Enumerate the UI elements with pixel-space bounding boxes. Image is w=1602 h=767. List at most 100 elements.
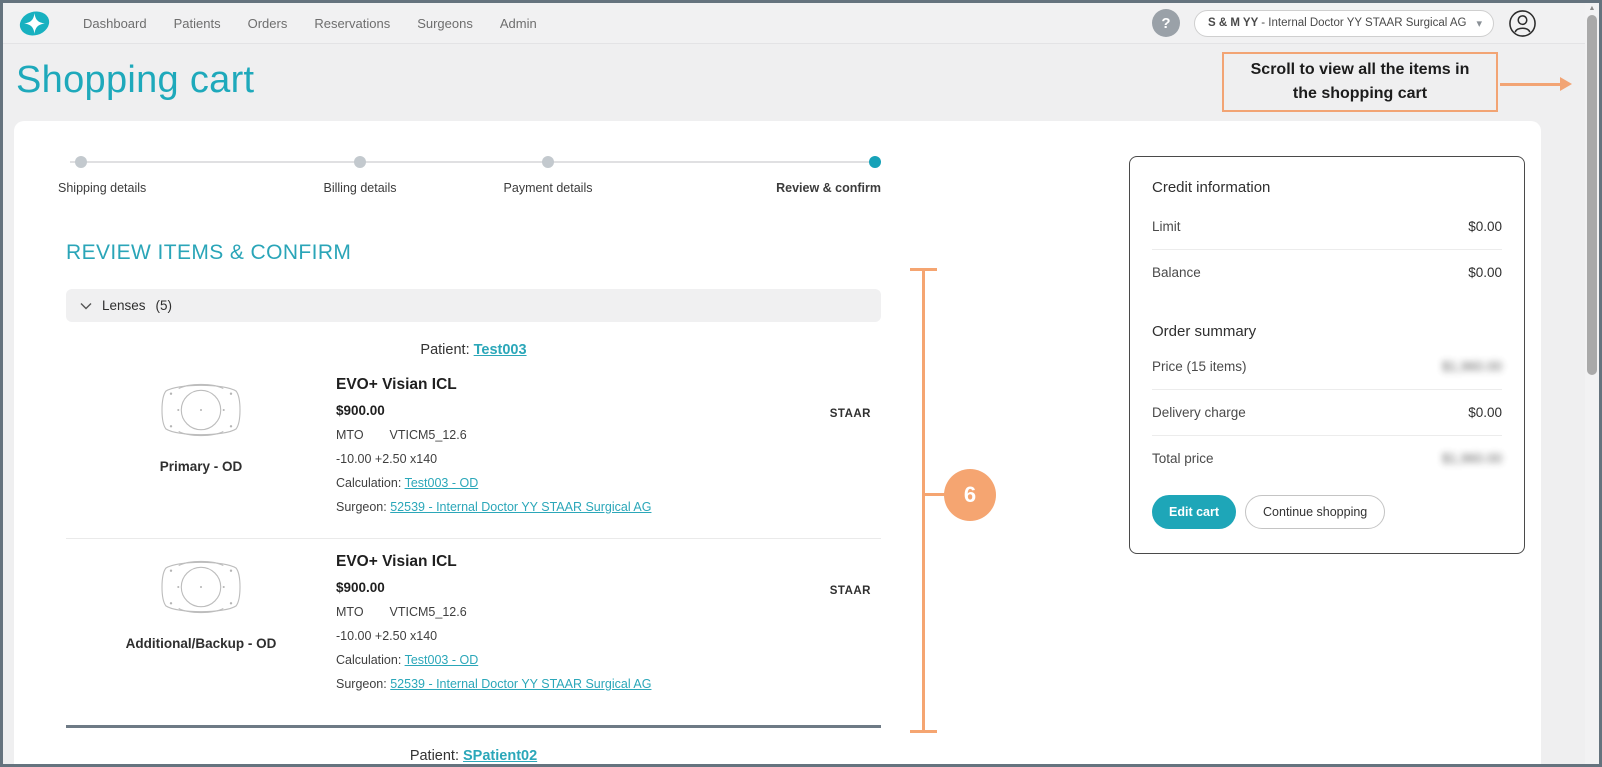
bracket-cap-bottom xyxy=(910,730,937,733)
credit-card-title: Credit information xyxy=(1152,179,1271,196)
lens-position-label: Additional/Backup - OD xyxy=(125,636,277,651)
surgeon-link[interactable]: 52539 - Internal Doctor YY STAAR Surgica… xyxy=(390,500,652,514)
patient-label: Patient: xyxy=(409,748,459,764)
main-content-panel: Shipping details Billing details Payment… xyxy=(14,121,1541,764)
summary-row-total: Total price $1,960.00 xyxy=(1152,436,1502,481)
edit-cart-button[interactable]: Edit cart xyxy=(1152,495,1237,529)
surgeon-line: Surgeon: 52539 - Internal Doctor YY STAA… xyxy=(336,500,811,514)
surgeon-link[interactable]: 52539 - Internal Doctor YY STAAR Surgica… xyxy=(390,677,652,691)
credit-row-balance: Balance $0.00 xyxy=(1152,250,1502,295)
help-icon[interactable]: ? xyxy=(1152,9,1180,37)
product-name: EVO+ Visian ICL xyxy=(336,376,457,393)
lens-position-label: Primary - OD xyxy=(159,459,243,474)
staar-logo-icon[interactable] xyxy=(18,10,51,37)
stepper-track xyxy=(70,161,873,163)
patient-label: Patient: xyxy=(420,342,470,358)
step-dot-billing xyxy=(354,156,366,168)
patient-link[interactable]: Test003 xyxy=(473,342,527,358)
nav-item-reservations[interactable]: Reservations xyxy=(314,15,391,31)
scrollbar-thumb[interactable] xyxy=(1587,15,1597,375)
user-profile-icon[interactable] xyxy=(1508,9,1537,38)
account-name: S & M YY xyxy=(1208,17,1259,29)
chevron-down-icon: ▾ xyxy=(1476,17,1482,30)
row-divider xyxy=(1152,389,1502,390)
step-dot-shipping xyxy=(75,156,87,168)
order-summary-title: Order summary xyxy=(1152,323,1257,340)
step-label-shipping: Shipping details xyxy=(58,181,147,195)
step-label-payment: Payment details xyxy=(503,181,593,195)
step-dot-review xyxy=(869,156,881,168)
surgeon-line: Surgeon: 52539 - Internal Doctor YY STAA… xyxy=(336,677,811,691)
calculation-label: Calculation: xyxy=(336,653,402,667)
lens-power: -10.00 +2.50 x140 xyxy=(336,452,438,466)
nav-item-admin[interactable]: Admin xyxy=(499,15,537,31)
nav-item-surgeons[interactable]: Surgeons xyxy=(417,15,473,31)
annotation-arrow-head-icon xyxy=(1560,77,1572,91)
nav-links: Dashboard Patients Orders Reservations S… xyxy=(83,16,537,31)
brand-label: STAAR xyxy=(829,585,871,597)
limit-value: $0.00 xyxy=(1468,219,1502,234)
calculation-link[interactable]: Test003 - OD xyxy=(404,476,479,490)
top-navbar: Dashboard Patients Orders Reservations S… xyxy=(3,3,1599,44)
scrollbar-up-arrow-icon[interactable]: ▲ xyxy=(1588,5,1596,12)
section-heading: REVIEW ITEMS & CONFIRM xyxy=(66,241,352,264)
calculation-line: Calculation: Test003 - OD xyxy=(336,476,811,490)
product-price: $900.00 xyxy=(336,403,385,418)
price-label: Price (15 items) xyxy=(1152,359,1247,374)
bracket-connector xyxy=(924,493,948,496)
checkout-stepper: Shipping details Billing details Payment… xyxy=(58,151,881,213)
patient-group-divider xyxy=(66,725,881,728)
lenses-count-badge: (5) xyxy=(155,298,173,313)
item-divider xyxy=(66,538,881,539)
row-divider xyxy=(1152,249,1502,250)
calculation-label: Calculation: xyxy=(336,476,402,490)
limit-label: Limit xyxy=(1152,219,1181,234)
step-dot-payment xyxy=(542,156,554,168)
delivery-value: $0.00 xyxy=(1468,405,1502,420)
balance-label: Balance xyxy=(1152,265,1201,280)
price-value-blurred: $1,960.00 xyxy=(1441,359,1502,374)
annotation-arrow-line xyxy=(1500,83,1562,86)
account-org: - Internal Doctor YY STAAR Surgical AG xyxy=(1261,17,1467,29)
delivery-label: Delivery charge xyxy=(1152,405,1246,420)
patient-header: Patient: SPatient02 xyxy=(66,748,881,764)
page-title: Shopping cart xyxy=(16,59,255,101)
cart-item: Additional/Backup - OD EVO+ Visian ICL $… xyxy=(66,543,881,711)
callout-number-badge: 6 xyxy=(944,469,996,521)
step-label-billing: Billing details xyxy=(323,181,397,195)
credit-information-card: Credit information Limit $0.00 Balance $… xyxy=(1129,156,1525,554)
step-label-review: Review & confirm xyxy=(776,181,881,195)
surgeon-label: Surgeon: xyxy=(336,677,387,691)
balance-value: $0.00 xyxy=(1468,265,1502,280)
total-value-blurred: $1,960.00 xyxy=(1441,451,1502,466)
calculation-line: Calculation: Test003 - OD xyxy=(336,653,811,667)
summary-row-price: Price (15 items) $1,960.00 xyxy=(1152,344,1502,389)
account-selector[interactable]: S & M YY - Internal Doctor YY STAAR Surg… xyxy=(1194,9,1494,37)
icl-lens-icon xyxy=(161,383,241,437)
credit-row-limit: Limit $0.00 xyxy=(1152,204,1502,249)
patient-header: Patient: Test003 xyxy=(66,342,881,358)
lens-power: -10.00 +2.50 x140 xyxy=(336,629,438,643)
nav-right-section: ? S & M YY - Internal Doctor YY STAAR Su… xyxy=(1152,9,1537,38)
surgeon-label: Surgeon: xyxy=(336,500,387,514)
cart-item: Primary - OD EVO+ Visian ICL $900.00 MTO… xyxy=(66,366,881,534)
icl-lens-icon xyxy=(161,560,241,614)
total-label: Total price xyxy=(1152,451,1214,466)
lenses-section-toggle[interactable]: Lenses (5) xyxy=(66,289,881,322)
annotation-callout-box: Scroll to view all the items in the shop… xyxy=(1222,52,1498,112)
bracket-cap-top xyxy=(910,268,937,271)
summary-row-delivery: Delivery charge $0.00 xyxy=(1152,390,1502,435)
lenses-section-label: Lenses xyxy=(102,298,146,313)
calculation-link[interactable]: Test003 - OD xyxy=(404,653,479,667)
nav-item-dashboard[interactable]: Dashboard xyxy=(83,15,147,31)
continue-shopping-button[interactable]: Continue shopping xyxy=(1245,495,1386,529)
product-reference: MTO VTICM5_12.6 xyxy=(336,428,467,442)
chevron-down-icon xyxy=(80,302,92,309)
nav-item-patients[interactable]: Patients xyxy=(173,15,221,31)
nav-item-orders[interactable]: Orders xyxy=(247,15,288,31)
brand-label: STAAR xyxy=(829,408,871,420)
product-reference: MTO VTICM5_12.6 xyxy=(336,605,467,619)
bracket-line xyxy=(922,270,925,732)
patient-link[interactable]: SPatient02 xyxy=(463,748,538,764)
